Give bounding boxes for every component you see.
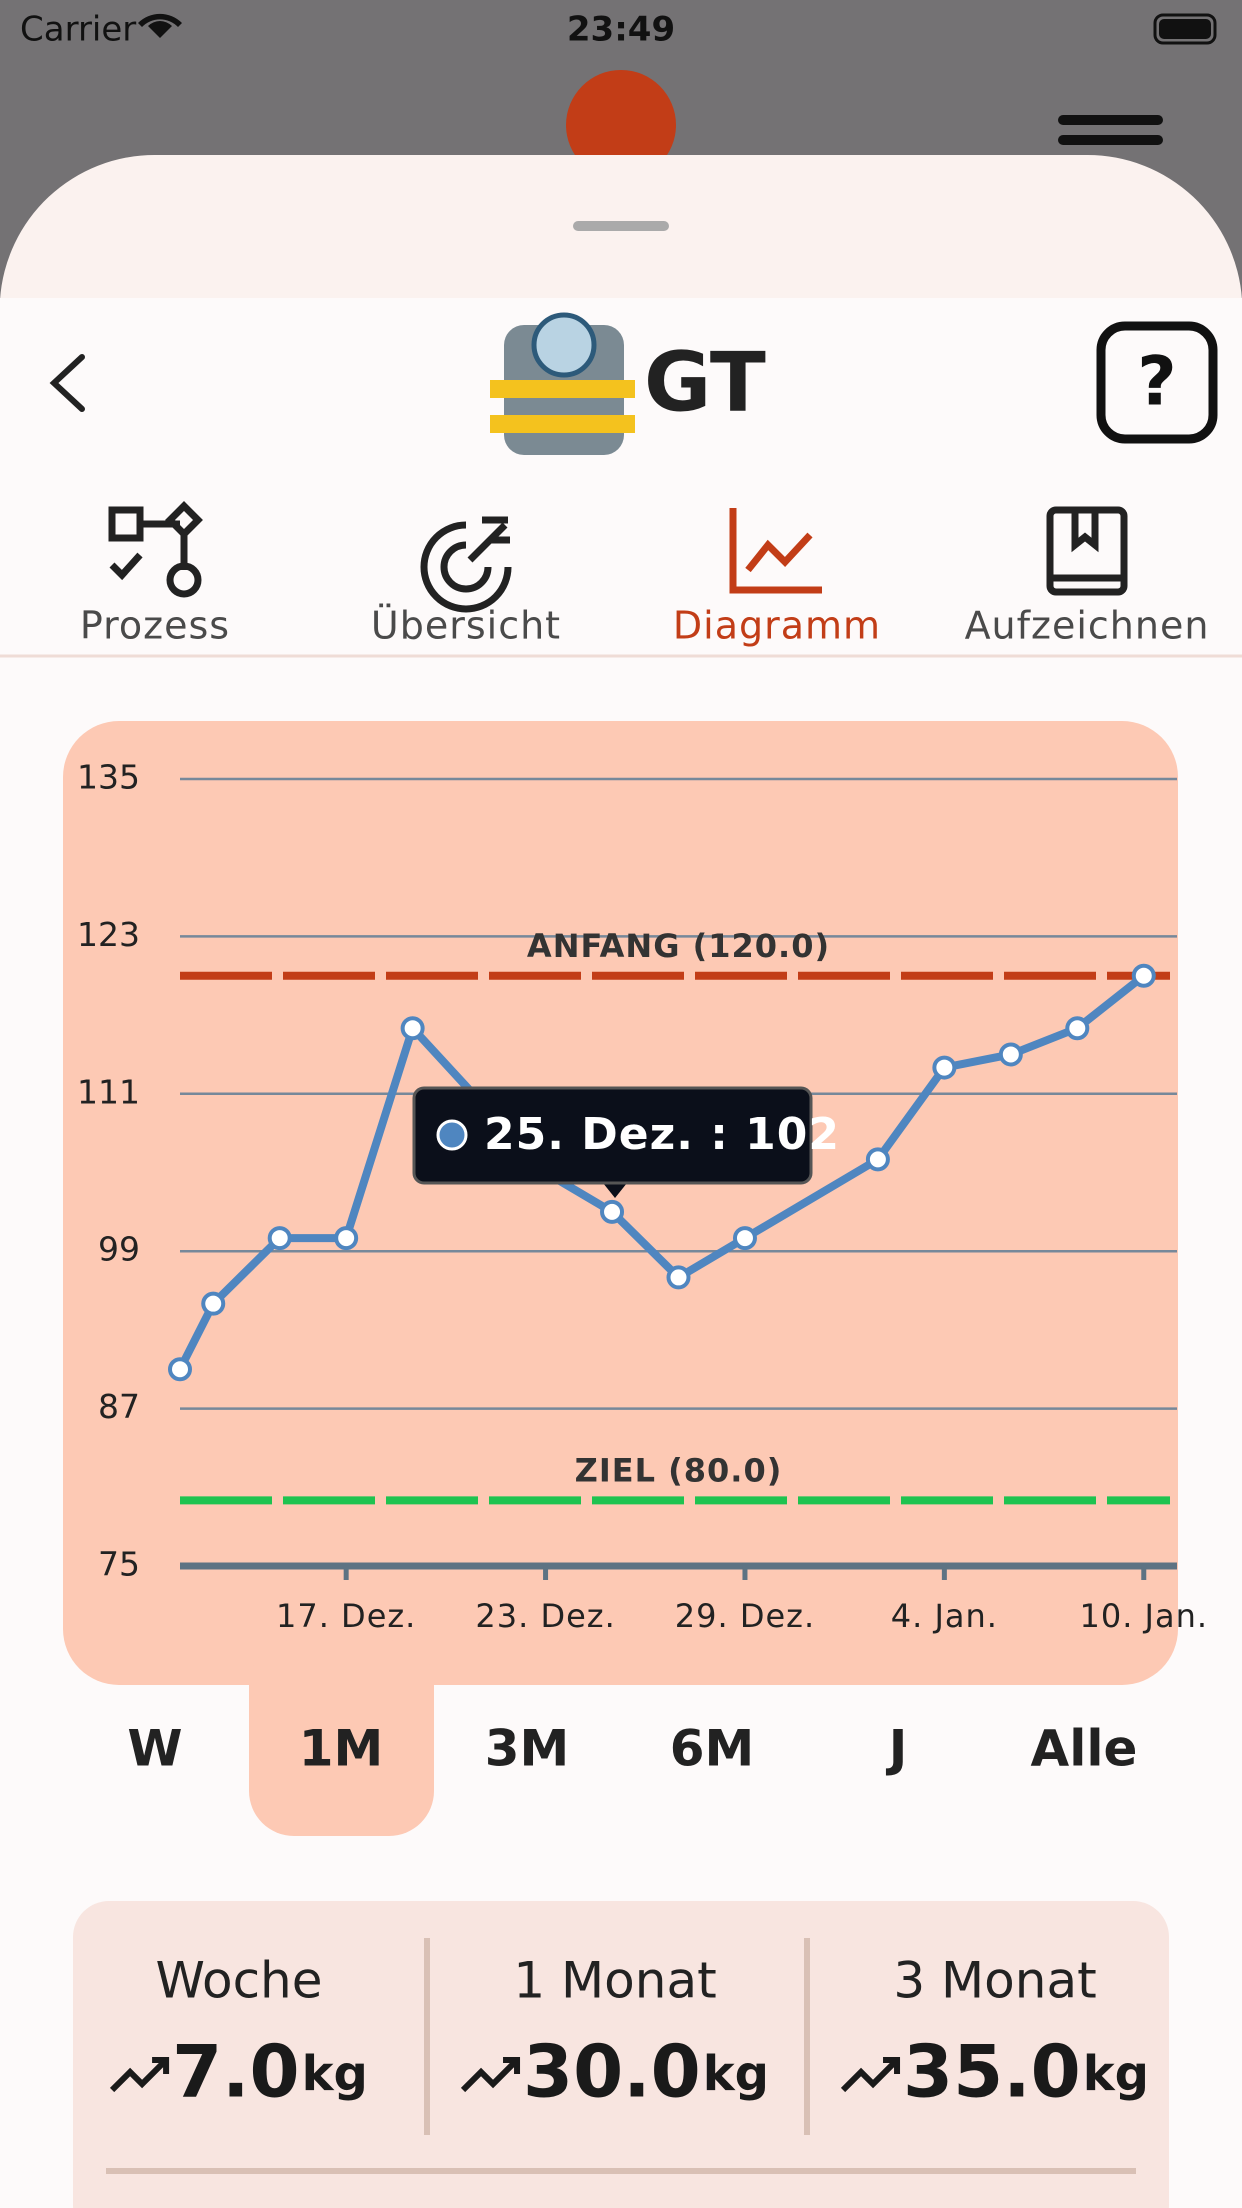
x-tick-label: 23. Dez. — [475, 1597, 615, 1635]
reference-label: ANFANG (120.0) — [527, 927, 830, 965]
trend-icon — [840, 2057, 901, 2093]
stat-value: 7.0 — [172, 2030, 300, 2114]
back-button[interactable] — [49, 354, 85, 412]
help-button[interactable] — [1096, 321, 1218, 444]
data-point[interactable] — [400, 1016, 425, 1041]
carrier: Carrier — [20, 10, 136, 50]
tab-label[interactable]: Aufzeichnen — [965, 604, 1210, 648]
data-point[interactable] — [600, 1199, 625, 1224]
header-title: GT — [644, 335, 766, 430]
grabber[interactable] — [573, 221, 669, 231]
stat-label: 1 Monat — [513, 1952, 716, 2010]
menu-icon — [1058, 115, 1163, 125]
tab-icons — [108, 501, 1128, 613]
y-tick-label: 87 — [98, 1387, 140, 1426]
data-point[interactable] — [732, 1226, 757, 1251]
clock: 23:49 — [567, 10, 675, 50]
data-point[interactable] — [998, 1042, 1023, 1067]
range-highlight — [249, 1640, 434, 1836]
data-point[interactable] — [334, 1226, 359, 1251]
range-button[interactable]: J — [886, 1720, 908, 1778]
range-button[interactable]: 1M — [299, 1720, 384, 1778]
data-point[interactable] — [201, 1291, 226, 1316]
trend-icon — [460, 2057, 521, 2093]
chart-card — [63, 721, 1178, 1685]
x-tick-label: 10. Jan. — [1079, 1597, 1208, 1635]
tooltip: 25. Dez. : 102 — [412, 1086, 840, 1198]
data-point[interactable] — [666, 1265, 691, 1290]
stats-card — [73, 1901, 1169, 2208]
data-point[interactable] — [168, 1357, 192, 1382]
stat-value: 35.0 — [903, 2030, 1081, 2114]
stat-unit: kg — [703, 2046, 769, 2102]
data-point[interactable] — [932, 1055, 957, 1080]
app-logo — [566, 70, 676, 180]
stat-label: Woche — [155, 1952, 322, 2010]
stat-label: 3 Monat — [893, 1952, 1096, 2010]
range-button[interactable]: Alle — [1031, 1720, 1138, 1778]
range-button[interactable]: 6M — [670, 1720, 755, 1778]
tab-label[interactable]: Übersicht — [371, 604, 561, 648]
data-point[interactable] — [1131, 963, 1156, 988]
tab-label[interactable]: Diagramm — [673, 604, 881, 648]
menu-icon — [1058, 135, 1163, 145]
stat-value: 30.0 — [523, 2030, 701, 2114]
y-tick-label: 75 — [98, 1545, 140, 1584]
trend-icon — [109, 2057, 170, 2093]
reference-label: ZIEL (80.0) — [575, 1451, 783, 1489]
battery-level — [1159, 19, 1211, 39]
x-tick-label: 17. Dez. — [276, 1597, 416, 1635]
y-tick-label: 135 — [77, 758, 140, 797]
y-tick-label: 111 — [77, 1072, 140, 1111]
battery — [1153, 13, 1217, 45]
stat-unit: kg — [1083, 2046, 1149, 2102]
wifi-icon — [138, 13, 182, 45]
y-tick-label: 123 — [77, 915, 140, 954]
y-tick-label: 99 — [98, 1230, 140, 1269]
data-point[interactable] — [267, 1226, 292, 1251]
x-tick-label: 29. Dez. — [675, 1597, 815, 1635]
tooltip-label: 25. Dez. : 102 — [484, 1109, 840, 1160]
range-button[interactable]: 3M — [485, 1720, 570, 1778]
range-button[interactable]: W — [127, 1720, 182, 1778]
tab-label[interactable]: Prozess — [80, 604, 230, 648]
x-tick-label: 4. Jan. — [891, 1597, 998, 1635]
data-point[interactable] — [1065, 1016, 1090, 1041]
scale-icon — [490, 312, 635, 455]
data-point[interactable] — [865, 1147, 890, 1172]
stat-unit: kg — [302, 2046, 368, 2102]
help-icon: ? — [1137, 343, 1176, 422]
